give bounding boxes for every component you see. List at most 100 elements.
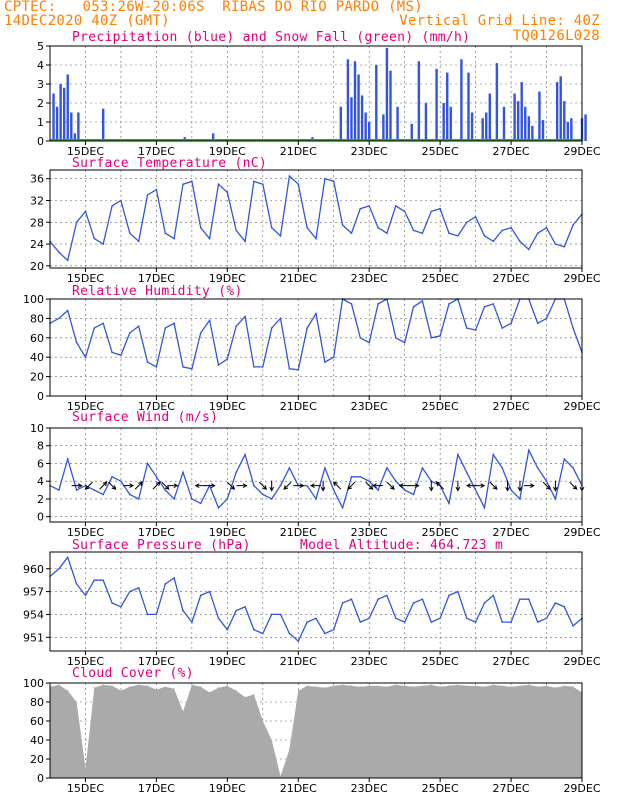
data-point: [279, 317, 282, 320]
precip-bar: [502, 106, 506, 141]
x-tick-label: 15DEC: [67, 272, 104, 285]
data-point: [93, 489, 96, 491]
precip-bar: [52, 93, 55, 141]
precip-bar: [364, 112, 367, 141]
x-tick-label: 17DEC: [138, 145, 175, 158]
data-point: [66, 556, 69, 559]
precip-bar: [389, 70, 392, 141]
y-tick-label: 954: [23, 608, 44, 621]
wind-arrow: [258, 481, 267, 490]
data-point: [350, 232, 353, 234]
cloud-panel-title: Cloud Cover (%): [72, 666, 194, 681]
data-point: [155, 475, 158, 478]
data-point: [173, 498, 175, 500]
data-point: [315, 617, 317, 620]
data-point: [545, 617, 548, 620]
data-point: [412, 602, 415, 604]
data-point: [217, 183, 220, 185]
cloud-point: [297, 690, 299, 692]
data-point: [563, 458, 566, 460]
wind-arrow-head: [102, 481, 108, 487]
x-tick-label: 27DEC: [493, 782, 530, 795]
data-point: [173, 322, 175, 325]
data-point: [191, 621, 193, 623]
x-tick-label: 15DEC: [67, 655, 104, 668]
data-point: [457, 453, 459, 456]
data-point: [377, 598, 379, 601]
data-point: [146, 194, 149, 196]
data-point: [182, 609, 184, 612]
cloud-point: [84, 767, 87, 770]
data-point: [421, 232, 424, 234]
cloud-point: [217, 687, 220, 689]
data-point: [457, 235, 459, 237]
data-point: [93, 579, 96, 581]
header-model-id: TQ0126L028: [512, 28, 600, 44]
precip-bar: [385, 47, 389, 141]
x-tick-label: 15DEC: [67, 526, 104, 539]
cloud-point: [271, 739, 273, 741]
data-point: [164, 327, 167, 329]
x-tick-label: 25DEC: [422, 272, 459, 285]
data-point: [528, 449, 530, 451]
cloud-point: [483, 686, 486, 688]
wind-arrow: [333, 481, 342, 490]
header-station-line: CPTEC: 053:26W-20:06S RIBAS DO RIO PARDO…: [4, 0, 423, 15]
wind-arrow-head: [572, 485, 578, 490]
data-point: [244, 315, 246, 318]
data-point: [412, 493, 415, 496]
x-tick-label: 29DEC: [563, 526, 600, 539]
y-tick-label: 60: [30, 332, 44, 345]
y-tick-label: 2: [37, 97, 44, 110]
x-tick-label: 27DEC: [493, 655, 530, 668]
y-tick-label: 8: [37, 440, 44, 453]
y-tick-label: 80: [30, 696, 44, 709]
y-tick-label: 2: [37, 493, 44, 506]
wind-arrow: [436, 481, 444, 490]
data-point: [288, 632, 291, 635]
data-point: [75, 341, 78, 344]
wind-arrow-head: [398, 483, 404, 488]
wind-arrow-head: [390, 485, 395, 490]
y-tick-label: 40: [30, 351, 44, 364]
precip-bar: [481, 118, 484, 141]
data-point: [528, 248, 530, 251]
data-point: [368, 205, 371, 207]
cloud-point: [510, 686, 512, 688]
data-point: [403, 621, 406, 623]
data-point: [403, 341, 406, 344]
data-point: [306, 621, 308, 623]
wind-panel-title: Surface Wind (m/s): [72, 410, 219, 425]
precip-bar: [66, 74, 69, 141]
x-tick-label: 29DEC: [563, 145, 600, 158]
cloud-point: [368, 685, 370, 687]
data-point: [102, 493, 104, 496]
precip-bar: [368, 122, 371, 141]
wind-arrow-head: [111, 485, 117, 490]
data-point: [554, 602, 557, 604]
data-point: [208, 319, 211, 322]
data-point: [279, 235, 282, 237]
data-point: [386, 467, 388, 469]
precip-bar: [70, 112, 73, 141]
data-point: [368, 480, 371, 483]
panel-3: 0 2 4 6 8 10 15DEC 17DEC 19DEC 21DEC 23DEC 25DEC 27D…: [30, 422, 601, 539]
data-point: [448, 502, 450, 505]
humidity-panel-title: Relative Humidity (%): [72, 284, 243, 299]
data-point: [262, 366, 264, 368]
data-point: [395, 617, 397, 620]
data-point: [474, 621, 477, 623]
data-point: [359, 337, 362, 339]
data-point: [332, 628, 335, 631]
data-point: [457, 590, 459, 593]
x-tick-label: 27DEC: [493, 400, 530, 413]
precip-bar: [102, 108, 105, 141]
x-tick-label: 19DEC: [209, 655, 246, 668]
data-point: [545, 226, 548, 229]
cloud-point: [288, 748, 290, 751]
cloud-point: [200, 686, 202, 688]
precip-bar: [357, 74, 360, 141]
cloud-point: [545, 685, 548, 687]
data-point: [519, 240, 521, 243]
data-point: [501, 229, 504, 232]
